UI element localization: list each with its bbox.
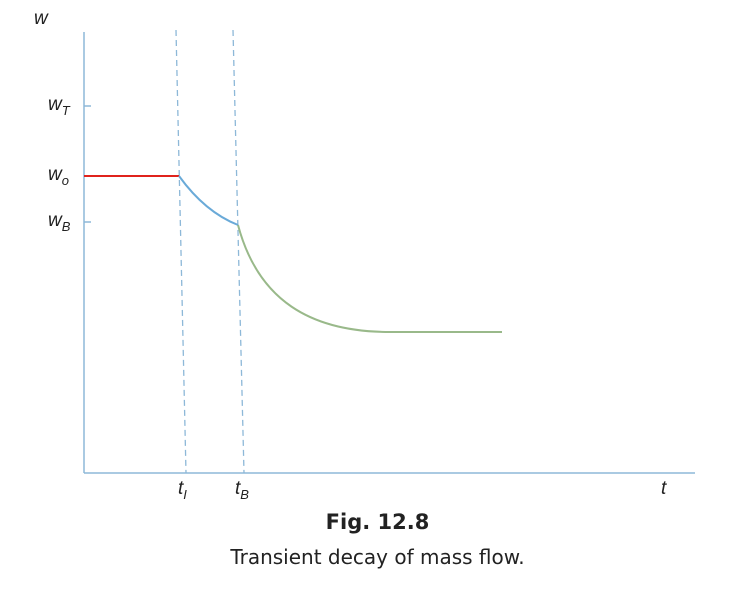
guide-line-tB [232, 29, 245, 474]
guide-line-tI [175, 29, 187, 474]
figure-number: Fig. 12.8 [325, 510, 430, 534]
mass-flow-diagram: w t wT wo wB tI tB [34, 8, 695, 500]
tick-label-tI: tI [178, 478, 187, 500]
tick-label-wo: wo [48, 164, 69, 188]
second-decay-curve [237, 224, 502, 333]
figure-caption: Transient decay of mass flow. [230, 545, 525, 569]
first-decay-curve [178, 175, 239, 226]
y-axis-label: w [34, 8, 49, 29]
tick-label-wB: wB [48, 210, 71, 234]
x-axis-label: t [661, 478, 667, 499]
tick-label-wT: wT [48, 94, 71, 118]
tick-label-tB: tB [235, 478, 249, 500]
